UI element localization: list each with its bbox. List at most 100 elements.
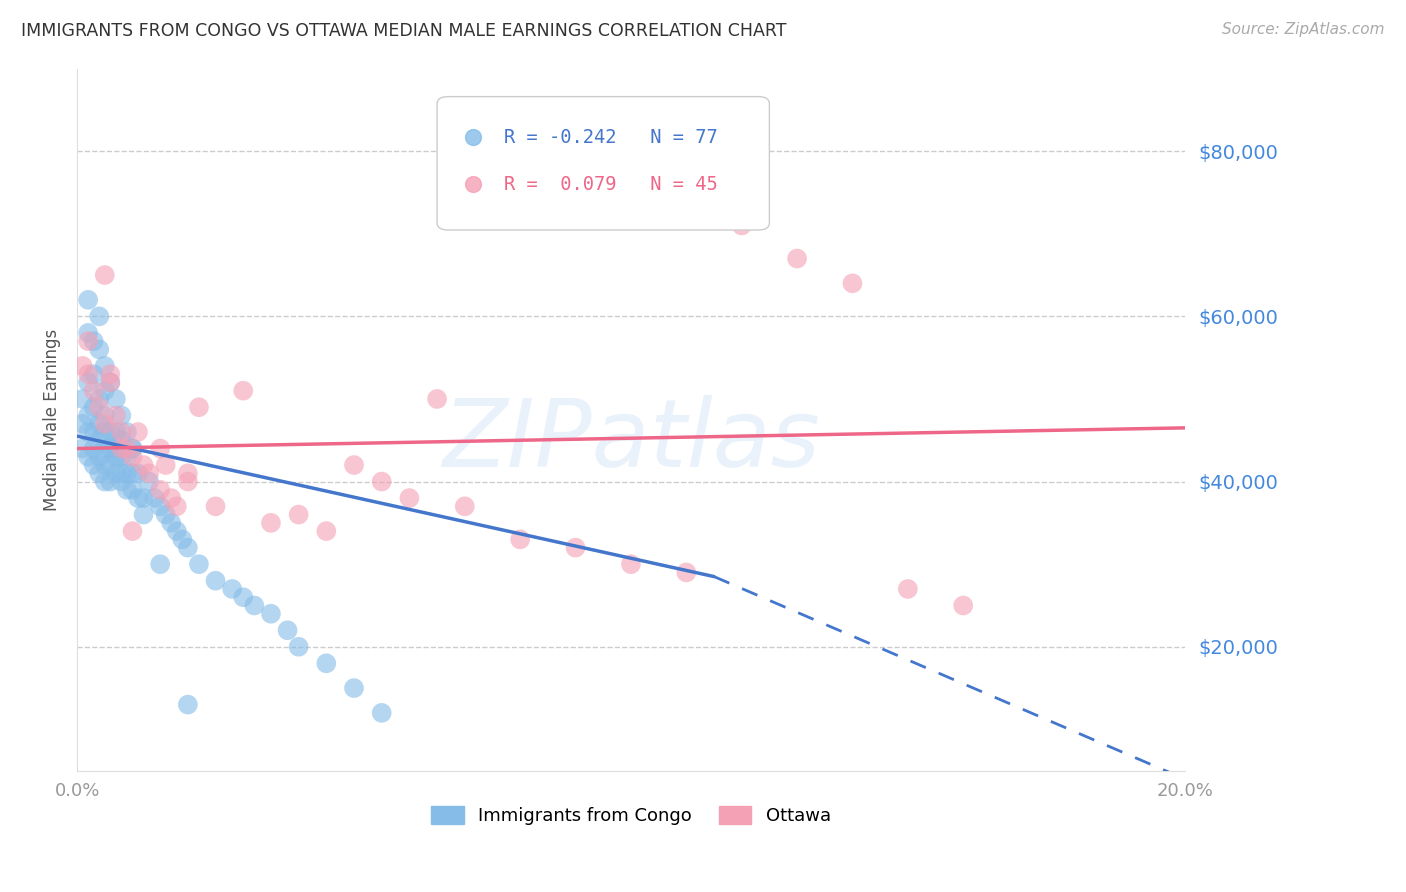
Point: [166, 524, 188, 538]
Point: [89, 401, 111, 415]
Point: [94, 409, 117, 423]
Point: [121, 442, 143, 456]
Point: [177, 475, 200, 489]
Point: [94, 442, 117, 456]
Point: [77, 425, 100, 439]
Point: [94, 417, 117, 431]
Point: [72, 392, 94, 406]
Point: [110, 475, 132, 489]
Point: [287, 640, 309, 654]
Text: IMMIGRANTS FROM CONGO VS OTTAWA MEDIAN MALE EARNINGS CORRELATION CHART: IMMIGRANTS FROM CONGO VS OTTAWA MEDIAN M…: [21, 22, 786, 40]
Point: [260, 516, 283, 530]
Point: [160, 516, 183, 530]
Point: [110, 467, 132, 481]
Legend: Immigrants from Congo, Ottawa: Immigrants from Congo, Ottawa: [432, 805, 831, 825]
Point: [620, 557, 643, 571]
Point: [187, 557, 209, 571]
Point: [72, 417, 94, 431]
Point: [149, 483, 172, 497]
Point: [94, 425, 117, 439]
Point: [127, 491, 149, 505]
Point: [94, 268, 117, 282]
Point: [221, 582, 243, 596]
Point: [110, 442, 132, 456]
Point: [83, 401, 105, 415]
Point: [94, 458, 117, 472]
Point: [98, 425, 121, 439]
Point: [110, 450, 132, 464]
Point: [89, 417, 111, 431]
Point: [138, 467, 160, 481]
Point: [121, 467, 143, 481]
Point: [952, 599, 974, 613]
Point: [98, 475, 121, 489]
Point: [160, 491, 183, 505]
Point: [94, 475, 117, 489]
Point: [89, 310, 111, 324]
Point: [260, 607, 283, 621]
Point: [841, 277, 863, 291]
Point: [77, 334, 100, 348]
Point: [121, 442, 143, 456]
Point: [89, 343, 111, 357]
Point: [138, 475, 160, 489]
Point: [104, 392, 127, 406]
Point: [132, 491, 155, 505]
Point: [204, 574, 226, 588]
Point: [98, 458, 121, 472]
Point: [132, 508, 155, 522]
Point: [77, 326, 100, 340]
Point: [77, 367, 100, 381]
Text: R =  0.079   N = 45: R = 0.079 N = 45: [503, 175, 717, 194]
Point: [149, 500, 172, 514]
Point: [115, 425, 138, 439]
Point: [104, 467, 127, 481]
Point: [121, 450, 143, 464]
Point: [166, 500, 188, 514]
Point: [98, 376, 121, 390]
Point: [127, 467, 149, 481]
Point: [121, 483, 143, 497]
Point: [104, 425, 127, 439]
Point: [149, 442, 172, 456]
Point: [315, 524, 337, 538]
Point: [89, 467, 111, 481]
Point: [83, 425, 105, 439]
Point: [177, 467, 200, 481]
Point: [127, 425, 149, 439]
Point: [83, 334, 105, 348]
Point: [426, 392, 449, 406]
Point: [155, 458, 177, 472]
Point: [287, 508, 309, 522]
Point: [115, 467, 138, 481]
Point: [454, 500, 477, 514]
Point: [110, 425, 132, 439]
Point: [72, 442, 94, 456]
Point: [83, 384, 105, 398]
Point: [110, 434, 132, 448]
Point: [155, 508, 177, 522]
Point: [172, 533, 194, 547]
Point: [104, 409, 127, 423]
Point: [94, 384, 117, 398]
Point: [675, 566, 697, 580]
Point: [121, 524, 143, 538]
Point: [509, 533, 531, 547]
Point: [115, 450, 138, 464]
Point: [77, 450, 100, 464]
Point: [786, 252, 808, 266]
Point: [343, 458, 366, 472]
Point: [277, 624, 299, 638]
Point: [77, 409, 100, 423]
Point: [98, 376, 121, 390]
Y-axis label: Median Male Earnings: Median Male Earnings: [44, 328, 60, 511]
Point: [104, 442, 127, 456]
Text: Source: ZipAtlas.com: Source: ZipAtlas.com: [1222, 22, 1385, 37]
Point: [115, 483, 138, 497]
Point: [177, 698, 200, 712]
Text: ZIPatlas: ZIPatlas: [441, 395, 820, 486]
Point: [370, 706, 392, 720]
Point: [204, 500, 226, 514]
Point: [232, 591, 254, 605]
Text: R = -0.242   N = 77: R = -0.242 N = 77: [503, 128, 717, 147]
